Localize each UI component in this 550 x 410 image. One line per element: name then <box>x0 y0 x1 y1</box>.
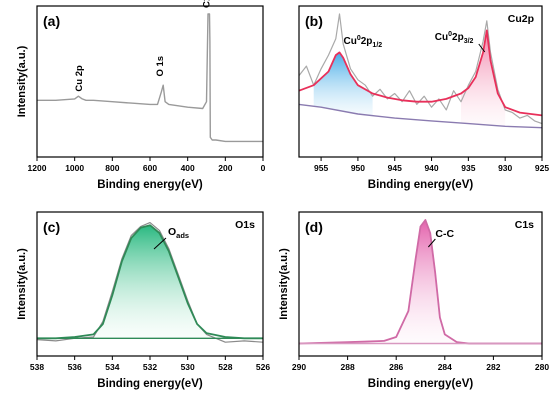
x-tick-label: 400 <box>181 163 195 173</box>
x-tick-label: 530 <box>181 362 195 372</box>
chart-panel-2: 955 950 945 940 935 930 925 Binding energy(eV) (… <box>298 5 549 191</box>
series-line-fit <box>298 29 543 117</box>
series-line-baseline <box>298 103 543 129</box>
x-tick-label: 600 <box>143 163 157 173</box>
x-tick-label: 955 <box>314 163 328 173</box>
peak-label: Cu02p3/2 <box>435 31 474 45</box>
peak-label: C1s <box>202 0 213 8</box>
peak-label: Oads <box>168 226 189 240</box>
y-axis-label: Intensity(a.u.) <box>278 248 290 320</box>
series-line-fit <box>37 224 263 340</box>
x-tick-label: 286 <box>389 362 403 372</box>
chart-title: Cu2p <box>508 13 534 25</box>
x-tick-label: 528 <box>218 362 232 372</box>
x-tick-label: 282 <box>486 362 500 372</box>
y-axis-label: Intensity(a.u.) <box>16 45 28 117</box>
peak-label: C-C <box>435 228 454 240</box>
x-axis-label: Binding energy(eV) <box>368 378 474 390</box>
plot-frame <box>298 5 543 158</box>
series-line-s0 <box>37 13 263 143</box>
x-tick-label: 0 <box>261 163 266 173</box>
panel-label: (a) <box>43 13 60 29</box>
x-tick-label: 930 <box>498 163 512 173</box>
x-tick-label: 526 <box>256 362 270 372</box>
x-tick-label: 935 <box>461 163 475 173</box>
annotation-arrow <box>427 238 436 248</box>
chart-panel-3: 538 536 534 532 530 528 526 Binding energy(eV) I… <box>16 211 270 390</box>
annotation-arrow <box>478 43 486 53</box>
x-tick-label: 925 <box>535 163 549 173</box>
plot-frame <box>298 211 543 357</box>
panel-label: (c) <box>43 219 60 235</box>
x-axis-label: Binding energy(eV) <box>97 179 203 191</box>
panel-label: (d) <box>305 219 323 235</box>
chart-title: O1s <box>235 219 255 231</box>
plot-frame <box>36 5 264 158</box>
x-tick-label: 940 <box>424 163 438 173</box>
peak-fill-cu2p32 <box>461 30 506 127</box>
x-tick-label: 200 <box>218 163 232 173</box>
panel-label: (b) <box>305 13 323 29</box>
x-tick-label: 945 <box>388 163 402 173</box>
x-tick-label: 1000 <box>65 163 84 173</box>
peak-fill <box>37 225 263 339</box>
x-axis-label: Binding energy(eV) <box>368 179 474 191</box>
x-tick-label: 284 <box>438 362 452 372</box>
peak-label: O 1s <box>155 56 166 77</box>
series-line-raw <box>36 222 264 343</box>
x-tick-label: 1200 <box>28 163 47 173</box>
x-tick-label: 538 <box>30 362 44 372</box>
chart-panel-4: 290 288 286 284 282 280 Binding energy(eV) Inte… <box>278 211 549 390</box>
chart-title: C1s <box>515 219 534 231</box>
peak-fill <box>299 220 542 344</box>
x-tick-label: 280 <box>535 362 549 372</box>
peak-fill-cu2p12 <box>313 52 373 116</box>
x-tick-label: 534 <box>105 362 119 372</box>
series-line-raw <box>298 13 543 125</box>
peak-label: Cu 2p <box>74 65 85 92</box>
x-tick-label: 800 <box>105 163 119 173</box>
x-tick-label: 536 <box>68 362 82 372</box>
peak-label: Cu02p1/2 <box>344 35 383 49</box>
y-axis-label: Intensity(a.u.) <box>16 248 28 320</box>
x-axis-label: Binding energy(eV) <box>97 378 203 390</box>
annotation-arrow <box>153 237 167 250</box>
x-tick-label: 288 <box>341 362 355 372</box>
x-tick-label: 532 <box>143 362 157 372</box>
x-tick-label: 290 <box>292 362 306 372</box>
chart-panel-1: 1200 1000 800 600 400 200 0 Binding energy(eV) I… <box>16 0 266 191</box>
x-tick-label: 950 <box>351 163 365 173</box>
